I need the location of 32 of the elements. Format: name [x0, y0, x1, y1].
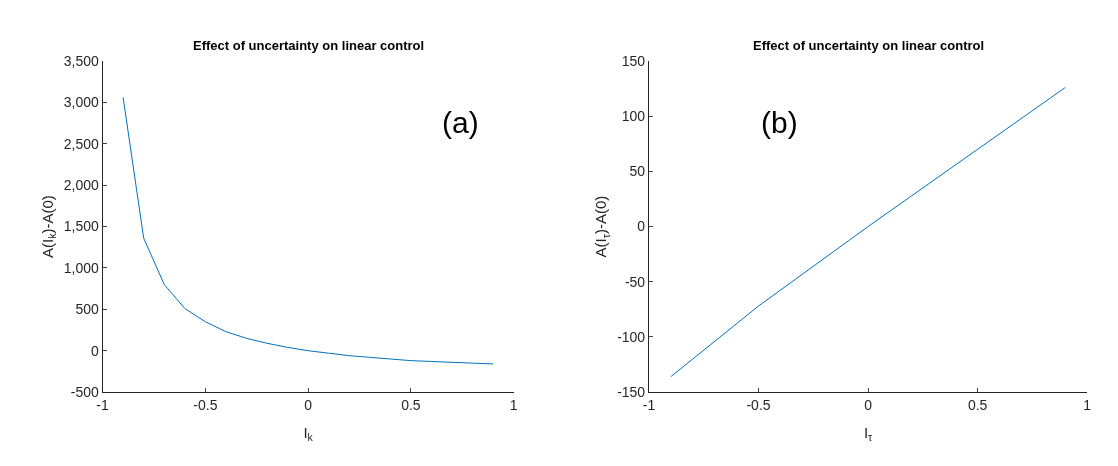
annotation: (b) — [761, 106, 798, 139]
x-tick-label: -0.5 — [193, 396, 218, 413]
y-tick-label: 0 — [637, 218, 646, 235]
x-axis-title: I$_{τ}$ — [863, 423, 874, 444]
y-tick-label: 100 — [621, 108, 646, 125]
y-tick-label: -50 — [624, 273, 646, 290]
y-tick-label: -500 — [70, 384, 99, 400]
y-tick-label: 3,000 — [63, 94, 99, 111]
y-tick-label: -100 — [617, 328, 646, 345]
x-tick-label: 1 — [509, 396, 518, 413]
annotation: (a) — [442, 106, 479, 139]
y-tick-label: 0 — [90, 342, 99, 359]
x-tick-label: 0.5 — [967, 396, 988, 413]
x-tick-label: -1 — [96, 396, 109, 413]
y-tick-label: 1,000 — [63, 259, 99, 276]
y-tick-label: 1,500 — [63, 218, 99, 235]
chart-title: Effect of uncertainty on linear control — [753, 38, 985, 53]
line-series — [670, 86, 1066, 378]
x-tick-label: -0.5 — [746, 396, 771, 413]
line-series — [122, 96, 494, 365]
y-tick-label: 150 — [621, 52, 646, 69]
y-tick-label: 50 — [629, 163, 646, 180]
y-tick-label: 500 — [75, 301, 99, 318]
y-tick-label: 2,500 — [63, 135, 99, 152]
x-tick-label: 0 — [304, 396, 313, 413]
x-tick-label: 1 — [1083, 396, 1092, 413]
x-axis-title: I$_{k}$ — [303, 423, 314, 444]
chart-title: Effect of uncertainty on linear control — [193, 38, 425, 53]
x-tick-label: 0.5 — [401, 396, 421, 413]
y-tick-label: 3,500 — [63, 52, 99, 69]
x-tick-label: 0 — [864, 396, 873, 413]
y-tick-label: 2,000 — [63, 177, 99, 194]
